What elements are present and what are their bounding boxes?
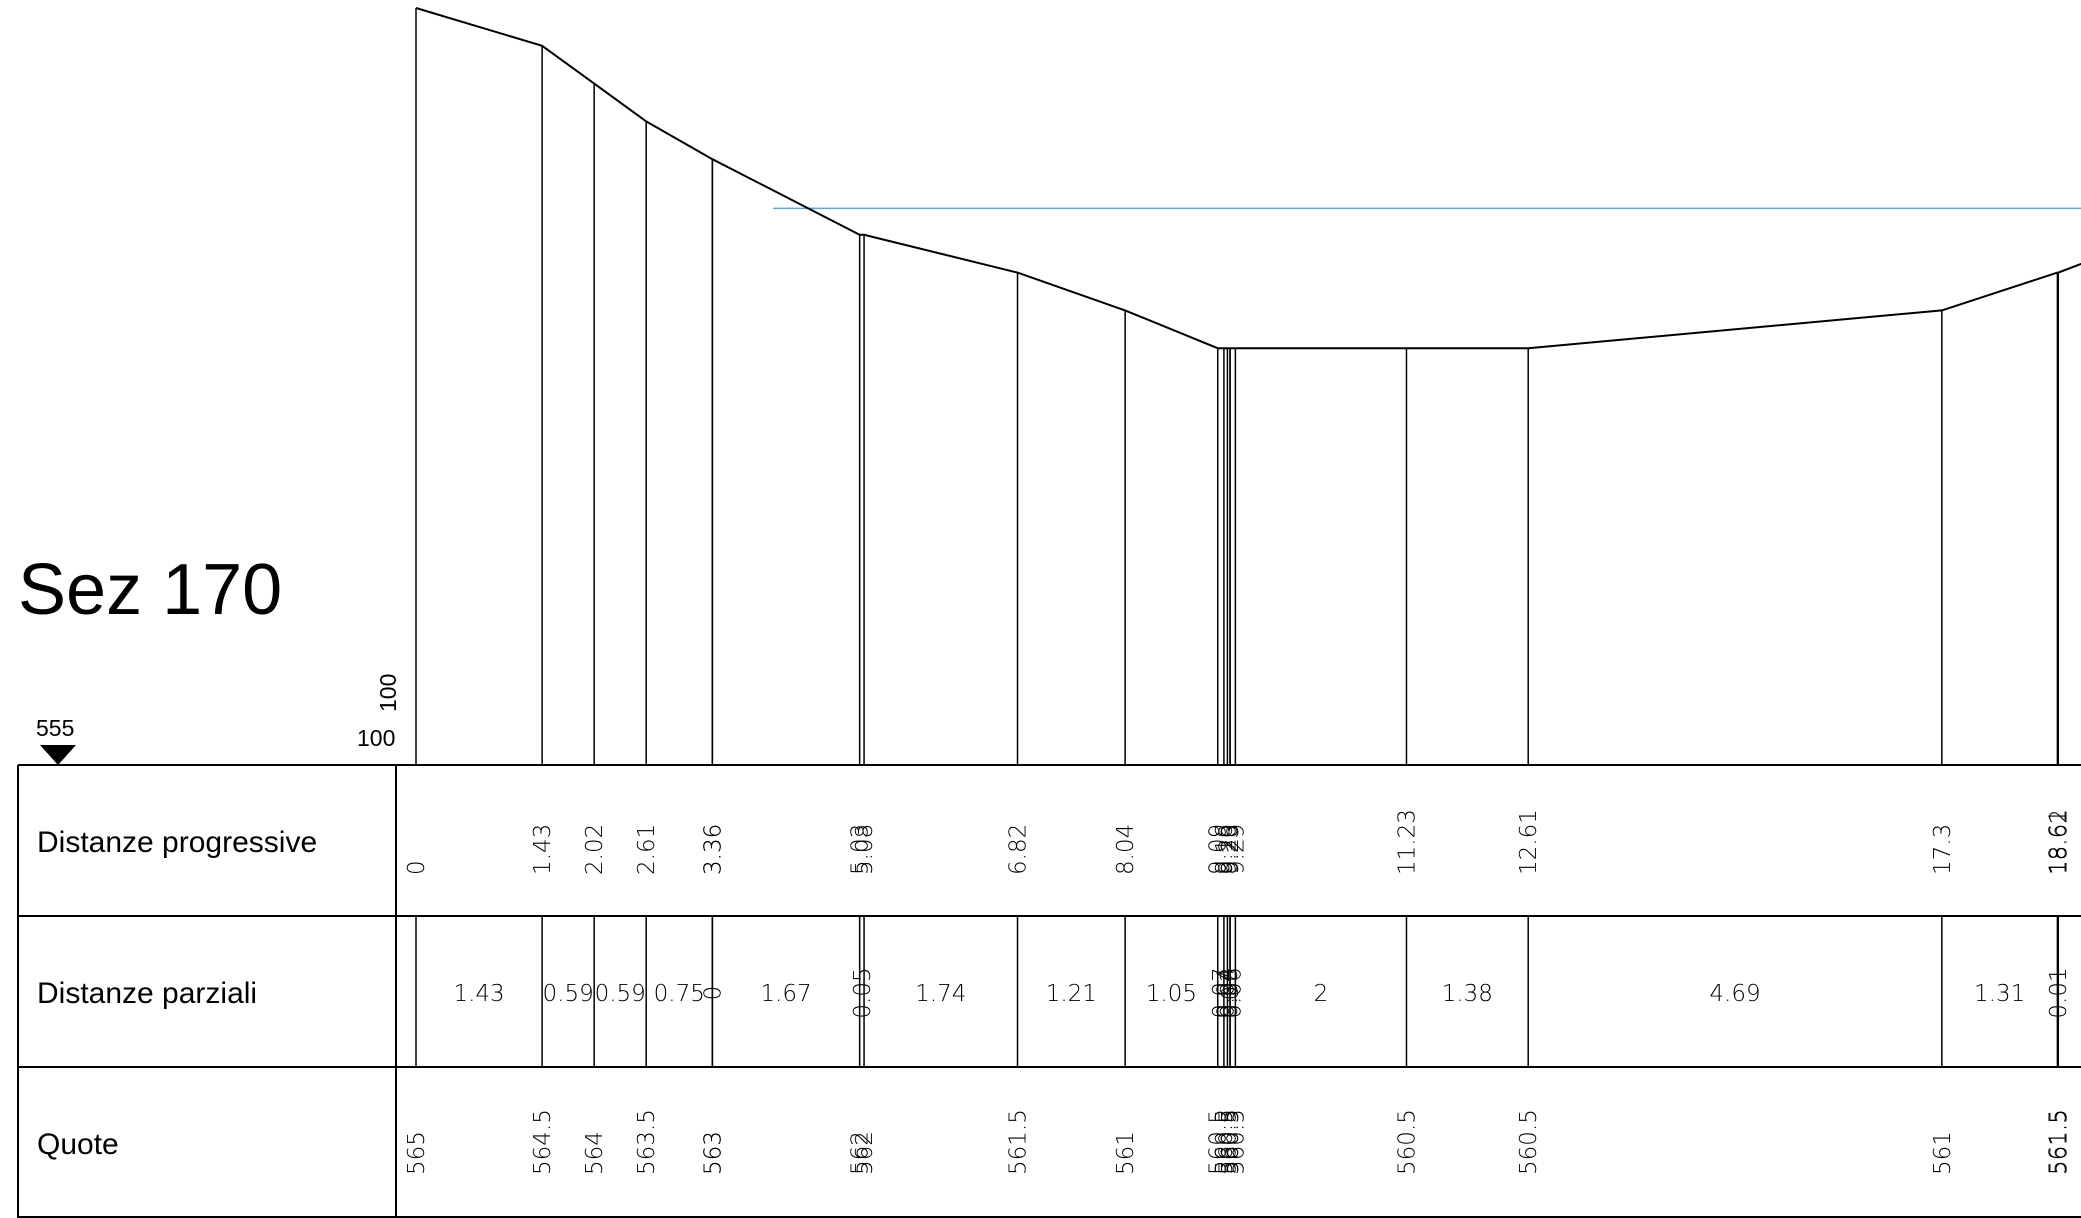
- partial-distance-label: 0.01: [2046, 967, 2072, 1018]
- elevation-label: 560.5: [1218, 1109, 1244, 1175]
- progressive-distance-label: 1.43: [530, 824, 556, 875]
- partial-distance-label: 0.59: [543, 981, 594, 1007]
- datum-triangle-icon: [40, 745, 76, 765]
- progressive-distance-label: 9.23: [1218, 824, 1244, 875]
- elevation-label: 560.5: [1394, 1109, 1420, 1175]
- partial-distance-label: 0: [1218, 986, 1244, 1001]
- partial-distance-label: 1.43: [453, 981, 504, 1007]
- progressive-distance-label: 9.09: [1206, 824, 1232, 875]
- partial-distance-label: 0.06: [1221, 967, 1247, 1018]
- elevation-label: 561.5: [2046, 1109, 2072, 1175]
- data-table: Distanze progressive Distanze parziali Q…: [17, 764, 2081, 1218]
- elevation-label: 562: [852, 1131, 878, 1175]
- progressive-distance-label: 18.62: [2046, 809, 2072, 875]
- progressive-distance-label: 9.23: [1218, 824, 1244, 875]
- section-title: Sez 170: [18, 550, 282, 630]
- progressive-distance-label: 12.61: [1516, 809, 1542, 875]
- progressive-distance-label: 2.02: [582, 824, 608, 875]
- partial-distance-label: 1.74: [915, 981, 966, 1007]
- progressive-distance-label: 17.3: [1930, 824, 1956, 875]
- elevation-label: 561.5: [1006, 1109, 1032, 1175]
- elevation-label: 561: [1930, 1131, 1956, 1175]
- partial-distance-label: 0.03: [1217, 967, 1243, 1018]
- partial-distance-label: 0.04: [1214, 967, 1240, 1018]
- elevation-label: 560.5: [1206, 1109, 1232, 1175]
- progressive-distance-label: 9.16: [1212, 824, 1238, 875]
- progressive-distance-label: 3.36: [700, 824, 726, 875]
- row-label-partial: Distanze parziali: [37, 977, 257, 1010]
- horizontal-scale: 100: [357, 725, 395, 751]
- partial-distance-label: 0: [700, 986, 726, 1001]
- datum-elevation: 555: [36, 715, 74, 741]
- elevation-label: 560.5: [1212, 1109, 1238, 1175]
- progressive-distance-label: 0: [404, 860, 430, 875]
- progressive-distance-label: 9.20: [1215, 824, 1241, 875]
- progressive-distance-label: 11.23: [1394, 809, 1420, 875]
- progressive-distance-labels: 0 1.43 2.02 2.61 3.363.36 5.035.08 6.82 8.04 9.0…: [404, 809, 2072, 875]
- elevation-label: 564.5: [530, 1109, 556, 1175]
- progressive-distance-label: 8.04: [1113, 824, 1139, 875]
- progressive-distance-label: 18.61: [2045, 809, 2071, 875]
- elevation-label: 560.5: [1516, 1109, 1542, 1175]
- elevation-label: 563: [700, 1131, 726, 1175]
- partial-distance-label: 4.69: [1709, 981, 1760, 1007]
- elevation-label: 561.5: [2045, 1109, 2071, 1175]
- progressive-distance-label: 5.08: [852, 824, 878, 875]
- partial-distance-label: 0.59: [595, 981, 646, 1007]
- elevation-label: 561: [1113, 1131, 1139, 1175]
- elevation-label: 560.5: [1218, 1109, 1244, 1175]
- partial-distance-label: 0.75: [654, 981, 705, 1007]
- elevation-label: 565: [404, 1131, 430, 1175]
- station-lines: [415, 8, 2060, 1067]
- elevation-label: 564: [582, 1131, 608, 1175]
- vertical-scale: 100: [375, 674, 401, 712]
- elevation-label: 562: [848, 1131, 874, 1175]
- progressive-distance-label: 5.03: [848, 824, 874, 875]
- partial-distance-label: 1.67: [760, 981, 811, 1007]
- progressive-distance-label: 3.36: [700, 824, 726, 875]
- progressive-distance-label: 6.82: [1006, 824, 1032, 875]
- row-label-elevations: Quote: [37, 1128, 119, 1161]
- partial-distance-label: 1.05: [1146, 981, 1197, 1007]
- partial-distance-labels: 1.43 0.59 0.59 0.750 1.67 0.05 1.74 1.21 1.05 0.0…: [453, 967, 2072, 1018]
- partial-distance-label: 0.07: [1209, 967, 1235, 1018]
- row-label-progressive: Distanze progressive: [37, 826, 317, 859]
- progressive-distance-label: 9.29: [1223, 824, 1249, 875]
- partial-distance-label: 1.31: [1974, 981, 2025, 1007]
- partial-distance-label: 2: [1314, 981, 1329, 1007]
- partial-distance-label: 1.21: [1046, 981, 1097, 1007]
- partial-distance-label: 1.38: [1442, 981, 1493, 1007]
- elevation-label: 563.5: [634, 1109, 660, 1175]
- elevation-label: 563: [700, 1131, 726, 1175]
- elevation-label: 560.5: [1215, 1109, 1241, 1175]
- elevation-label: 560.5: [1223, 1109, 1249, 1175]
- progressive-distance-label: 2.61: [634, 824, 660, 875]
- terrain-profile-line: [415, 7, 2081, 350]
- partial-distance-label: 0.05: [850, 967, 876, 1018]
